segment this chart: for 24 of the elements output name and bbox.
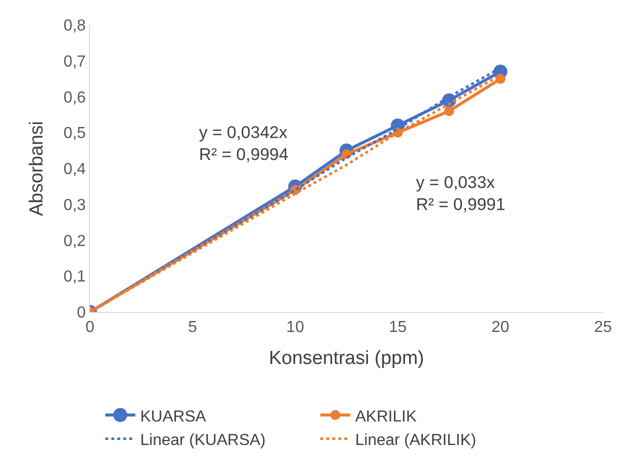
y-tick-label: 0 [76, 304, 86, 322]
x-tick-label: 10 [286, 319, 304, 336]
y-tick-label: 0,4 [64, 161, 86, 178]
legend-label: Linear (AKRILIK) [355, 432, 476, 450]
y-tick-label: 0,6 [64, 89, 86, 106]
x-tick-label: 25 [594, 319, 612, 336]
legend-label: Linear (KUARSA) [140, 432, 266, 450]
legend-label: KUARSA [140, 408, 206, 426]
y-tick-label: 0,3 [64, 196, 86, 214]
y-tick-label: 0,7 [64, 53, 86, 70]
y-tick-label: 0,5 [64, 125, 86, 142]
y-tick-label: 0,8 [64, 18, 86, 35]
x-tick-label: 15 [388, 319, 407, 336]
annotation: y = 0,033x R² = 0,9991 [416, 173, 506, 214]
annotation: y = 0,0342x R² = 0,9994 [199, 123, 288, 164]
point [495, 74, 506, 84]
x-tick-label: 20 [492, 319, 510, 336]
y-tick-label: 0,2 [64, 232, 86, 250]
x-tick-label: 5 [188, 319, 198, 336]
point [444, 106, 454, 116]
legend-label: AKRILIK [355, 408, 417, 426]
x-axis-title: Konsentrasi (ppm) [268, 348, 424, 369]
y-axis-title: Absorbansi [26, 120, 48, 216]
y-tick-label: 0,1 [64, 268, 86, 286]
